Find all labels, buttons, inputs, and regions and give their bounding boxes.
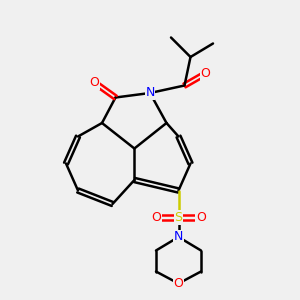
Text: N: N <box>145 86 155 100</box>
Text: O: O <box>90 76 99 89</box>
Text: N: N <box>174 230 183 244</box>
Text: O: O <box>196 211 206 224</box>
Text: S: S <box>175 211 182 224</box>
Text: O: O <box>201 67 210 80</box>
Text: O: O <box>174 277 183 290</box>
Text: O: O <box>151 211 161 224</box>
